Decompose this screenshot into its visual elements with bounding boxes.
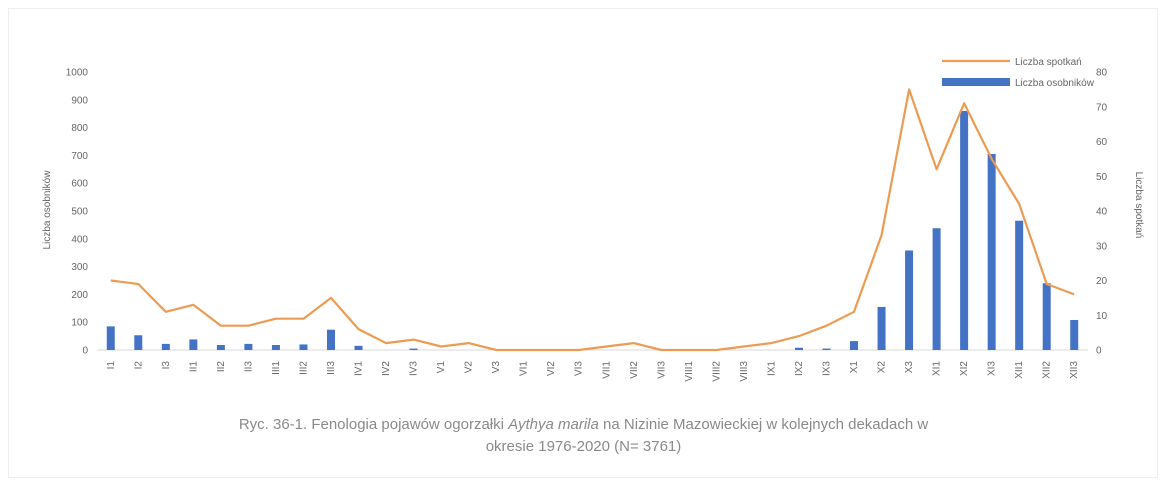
legend: Liczba spotkań Liczba osobników — [942, 57, 1095, 89]
bar — [106, 326, 115, 350]
bar — [354, 345, 363, 350]
bar — [877, 306, 886, 350]
y-left-tick-label: 1000 — [66, 68, 89, 79]
x-tick-label: VII2 — [629, 361, 640, 379]
x-tick-label: X3 — [904, 361, 915, 374]
x-tick-label: V3 — [491, 361, 502, 374]
x-tick-label: VIII3 — [739, 361, 750, 382]
x-tick-label: XII1 — [1014, 361, 1025, 379]
x-tick-label: IV3 — [409, 361, 420, 376]
figure-caption: Ryc. 36-1. Fenologia pojawów ogorzałki A… — [0, 414, 1167, 458]
x-tick-label: II1 — [188, 361, 199, 373]
x-tick-label: II3 — [243, 361, 254, 373]
y-left-tick-label: 800 — [71, 123, 88, 134]
y-right-tick-label: 30 — [1096, 241, 1108, 252]
x-tick-label: VI3 — [574, 361, 585, 376]
bar — [987, 154, 996, 350]
bar — [960, 110, 969, 350]
right-axis-ticks: 0 10 20 30 40 50 60 70 80 — [1096, 68, 1108, 357]
bar — [189, 339, 198, 350]
y-left-tick-label: 100 — [71, 318, 88, 329]
y-axis-left-title: Liczba osobników — [42, 170, 53, 250]
bar — [326, 329, 335, 350]
y-right-tick-label: 10 — [1096, 311, 1108, 322]
x-tick-label: XII3 — [1069, 361, 1080, 379]
y-left-tick-label: 300 — [71, 262, 88, 273]
y-right-tick-label: 40 — [1096, 207, 1108, 218]
bar — [161, 343, 170, 350]
x-tick-label: IX3 — [821, 361, 832, 376]
caption-line-2: okresie 1976-2020 (N= 3761) — [485, 438, 682, 455]
y-right-tick-label: 60 — [1096, 137, 1108, 148]
x-tick-label: VII1 — [601, 361, 612, 379]
x-tick-label: IV1 — [354, 361, 365, 376]
y-left-tick-label: 700 — [71, 151, 88, 162]
bar — [1015, 220, 1024, 350]
x-tick-label: IX1 — [766, 361, 777, 376]
x-tick-label: V2 — [464, 361, 475, 374]
x-tick-label: III3 — [326, 361, 337, 375]
caption-line-1: Ryc. 36-1. Fenologia pojawów ogorzałki A… — [0, 414, 1167, 436]
y-axis-right-title: Liczba spotkań — [1133, 172, 1144, 239]
bar — [905, 250, 914, 350]
bar — [134, 335, 143, 350]
y-right-tick-label: 80 — [1096, 68, 1108, 79]
x-tick-label: I3 — [161, 361, 172, 370]
x-tick-label: VI1 — [519, 361, 530, 376]
legend-label-spotkan: Liczba spotkań — [1015, 57, 1082, 68]
x-tick-label: X1 — [849, 361, 860, 374]
y-right-tick-label: 50 — [1096, 172, 1108, 183]
bar — [932, 228, 941, 350]
y-left-tick-label: 200 — [71, 290, 88, 301]
bar — [1042, 283, 1051, 350]
x-tick-label: IV2 — [381, 361, 392, 376]
x-tick-label: VIII2 — [711, 361, 722, 382]
bar — [794, 347, 803, 350]
chart: 0 100 200 300 400 500 600 700 800 900 1000 0 10 20 30… — [42, 57, 1144, 382]
x-tick-label: III1 — [271, 361, 282, 375]
bar — [299, 344, 308, 350]
x-tick-label: X2 — [877, 361, 888, 374]
caption-suffix: na Nizinie Mazowieckiej w kolejnych deka… — [598, 416, 929, 433]
y-right-tick-label: 0 — [1096, 346, 1102, 357]
x-axis-ticks: I1 I2 I3 II1 II2 II3 III1 III2 III3 IV1 IV2 IV3 V1 V2… — [106, 361, 1080, 382]
y-left-tick-label: 500 — [71, 207, 88, 218]
caption-prefix: Ryc. 36-1. Fenologia pojawów ogorzałki — [238, 416, 509, 433]
bar-series — [106, 110, 1079, 350]
x-tick-label: XI3 — [987, 361, 998, 376]
x-tick-label: III2 — [298, 361, 309, 375]
left-axis-ticks: 0 100 200 300 400 500 600 700 800 900 1000 — [66, 68, 89, 357]
legend-label-osobnikow: Liczba osobników — [1015, 78, 1095, 89]
x-tick-label: VII3 — [656, 361, 667, 379]
y-left-tick-label: 600 — [71, 179, 88, 190]
y-right-tick-label: 20 — [1096, 276, 1108, 287]
x-tick-label: VIII1 — [684, 361, 695, 382]
bar — [271, 344, 280, 350]
bar — [244, 343, 253, 350]
bar — [850, 341, 859, 350]
caption-species: Aythya marila — [508, 416, 599, 433]
legend-bar-swatch — [942, 78, 1010, 86]
x-tick-label: I2 — [133, 361, 144, 370]
x-tick-label: XII2 — [1042, 361, 1053, 379]
bar — [822, 348, 831, 350]
bar — [1070, 319, 1079, 350]
x-tick-label: II2 — [216, 361, 227, 373]
line-series-liczba-spotkan — [110, 88, 1075, 352]
y-left-tick-label: 0 — [82, 346, 88, 357]
y-right-tick-label: 70 — [1096, 102, 1108, 113]
y-left-tick-label: 400 — [71, 234, 88, 245]
x-tick-label: I1 — [106, 361, 117, 370]
x-tick-label: VI2 — [546, 361, 557, 376]
x-tick-label: V1 — [436, 361, 447, 374]
y-left-tick-label: 900 — [71, 95, 88, 106]
x-tick-label: XI2 — [959, 361, 970, 376]
bar — [409, 348, 418, 350]
x-tick-label: XI1 — [932, 361, 943, 376]
bar — [216, 344, 225, 350]
x-tick-label: IX2 — [794, 361, 805, 376]
